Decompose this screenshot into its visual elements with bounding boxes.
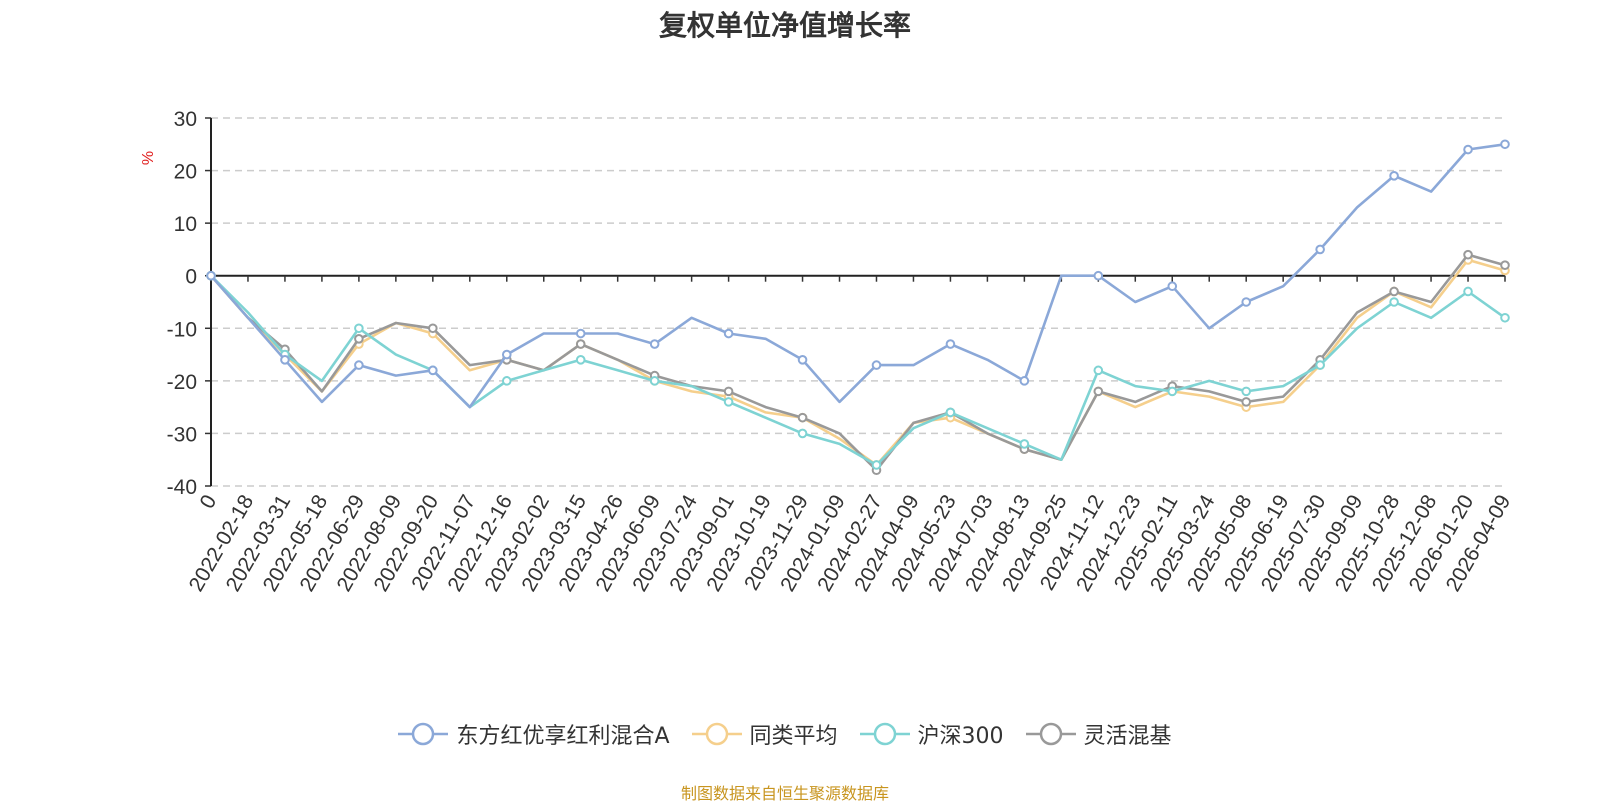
legend-label: 灵活混基 (1083, 724, 1172, 749)
data-point (428, 323, 438, 334)
data-point (575, 355, 586, 365)
legend-item-0[interactable]: 东方红优享红利混合A (398, 718, 670, 750)
x-tick-label: 0 (196, 491, 222, 513)
data-point (1389, 286, 1399, 297)
legend-item-2[interactable]: 沪深300 (859, 718, 1004, 750)
data-point (1463, 144, 1473, 155)
source-note: 制图数据来自恒生聚源数据库 (680, 784, 889, 803)
data-point (354, 360, 364, 370)
axis-labels: 3020100-10-20-30-4002022-02-182022-03-31… (167, 108, 1516, 596)
legend-swatch-icon (859, 722, 910, 746)
series-0 (206, 139, 1510, 409)
legend-swatch-icon (1025, 722, 1076, 746)
y-tick-label: -40 (167, 476, 197, 499)
series-line (210, 143, 1506, 409)
y-axis-label: % (140, 151, 157, 165)
legend-label: 沪深300 (917, 724, 1004, 749)
data-point (206, 270, 216, 281)
y-tick-label: -20 (167, 371, 197, 394)
data-point (1093, 386, 1104, 397)
data-point (1167, 386, 1178, 397)
data-point (945, 339, 956, 349)
data-point (1019, 376, 1030, 386)
legend: 东方红优享红利混合A 同类平均 沪深300 灵活混基 (0, 718, 1570, 750)
data-point (1389, 171, 1399, 181)
data-point (280, 355, 290, 365)
line-chart: 3020100-10-20-30-4002022-02-182022-03-31… (140, 108, 1516, 596)
y-tick-label: -10 (167, 318, 197, 341)
series-3 (206, 249, 1510, 476)
data-point (1389, 297, 1399, 307)
data-point (354, 323, 364, 334)
data-point (1167, 281, 1178, 292)
data-point (1241, 397, 1251, 407)
series-1 (206, 255, 1510, 470)
grid-lines (211, 117, 1505, 487)
data-point (1500, 139, 1510, 150)
data-point (649, 376, 660, 386)
legend-item-1[interactable]: 同类平均 (691, 718, 838, 750)
series-line (210, 258, 1506, 467)
data-point (1241, 297, 1251, 307)
data-point (354, 334, 364, 344)
y-tick-label: 20 (174, 161, 197, 184)
data-point (428, 365, 438, 376)
data-point (797, 428, 808, 439)
data-point (649, 339, 660, 349)
legend-swatch-icon (398, 722, 449, 746)
data-point (1463, 249, 1473, 260)
data-point (945, 407, 956, 418)
data-point (797, 412, 808, 423)
data-point (1500, 312, 1510, 323)
legend-item-3[interactable]: 灵活混基 (1025, 718, 1172, 750)
data-point (871, 460, 882, 470)
data-point (797, 355, 808, 365)
data-point (1315, 244, 1325, 255)
legend-label: 东方红优享红利混合A (456, 724, 670, 749)
y-tick-label: 10 (174, 213, 197, 236)
data-point (1241, 386, 1251, 397)
y-tick-label: -30 (167, 423, 197, 446)
legend-label: 同类平均 (749, 724, 838, 749)
data-point (1093, 365, 1104, 376)
data-point (1500, 260, 1510, 271)
series-line (210, 253, 1506, 472)
data-point (1463, 286, 1473, 297)
data-point (501, 349, 512, 360)
axes (205, 117, 1506, 487)
data-point (1019, 439, 1030, 449)
data-point (575, 339, 586, 349)
data-point (723, 328, 734, 339)
y-tick-label: 0 (185, 266, 197, 289)
data-point (723, 386, 734, 397)
data-point (575, 328, 586, 339)
series-line (210, 274, 1506, 467)
data-point (871, 360, 882, 370)
y-tick-label: 30 (174, 108, 197, 131)
data-point (1315, 360, 1325, 370)
data-point (501, 376, 512, 386)
data-point (1093, 270, 1104, 281)
chart-title: 复权单位净值增长率 (658, 9, 911, 42)
series-lines (206, 139, 1510, 476)
legend-swatch-icon (691, 722, 742, 746)
data-point (723, 397, 734, 407)
